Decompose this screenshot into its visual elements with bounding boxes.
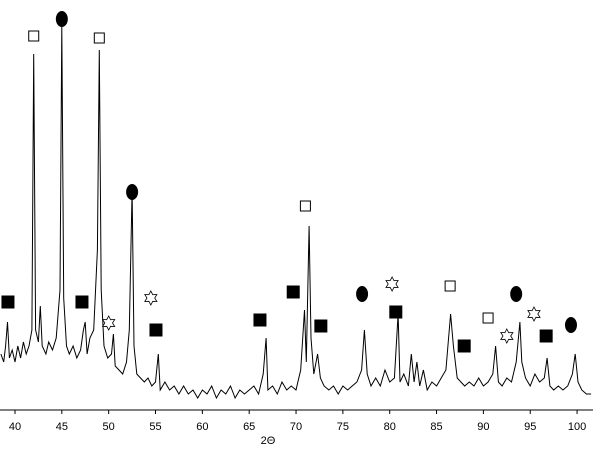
phase-marker bbox=[144, 290, 158, 306]
phase-marker bbox=[527, 306, 541, 322]
phase-marker bbox=[457, 339, 471, 353]
x-tick-label: 70 bbox=[290, 421, 302, 433]
x-tick-label: 80 bbox=[384, 421, 396, 433]
phase-marker bbox=[510, 286, 523, 302]
x-tick-label: 95 bbox=[524, 421, 536, 433]
phase-marker bbox=[356, 286, 369, 302]
x-axis-label: 2Θ bbox=[261, 435, 276, 447]
x-tick-label: 60 bbox=[196, 421, 208, 433]
phase-marker bbox=[500, 328, 514, 344]
phase-marker bbox=[126, 184, 139, 200]
x-tick-label: 45 bbox=[56, 421, 68, 433]
x-tick-label: 90 bbox=[477, 421, 489, 433]
x-tick-label: 65 bbox=[243, 421, 255, 433]
x-tick-label: 75 bbox=[337, 421, 349, 433]
phase-marker bbox=[286, 285, 300, 299]
phase-marker bbox=[1, 295, 15, 309]
x-tick-label: 40 bbox=[9, 421, 21, 433]
phase-marker bbox=[444, 280, 456, 292]
x-tick-label: 55 bbox=[149, 421, 161, 433]
phase-marker bbox=[75, 295, 89, 309]
phase-marker bbox=[149, 323, 163, 337]
phase-marker bbox=[253, 313, 267, 327]
phase-marker bbox=[482, 312, 494, 324]
diffraction-line bbox=[0, 25, 592, 400]
phase-marker bbox=[55, 11, 68, 27]
phase-marker bbox=[564, 317, 577, 333]
phase-marker bbox=[299, 200, 311, 212]
phase-marker bbox=[385, 276, 399, 292]
phase-marker bbox=[93, 32, 105, 44]
x-tick-label: 85 bbox=[430, 421, 442, 433]
phase-marker bbox=[314, 319, 328, 333]
phase-marker bbox=[28, 30, 40, 42]
x-tick-label: 50 bbox=[103, 421, 115, 433]
x-tick-label: 100 bbox=[568, 421, 586, 433]
phase-marker bbox=[101, 315, 116, 331]
phase-marker bbox=[539, 329, 553, 343]
phase-marker bbox=[389, 305, 403, 319]
